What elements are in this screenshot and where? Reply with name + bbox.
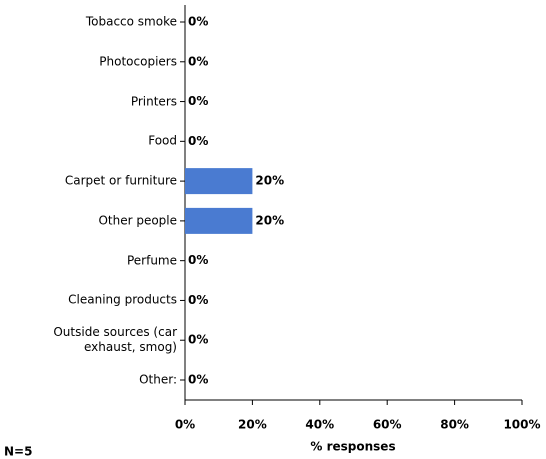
y-tick-label: Perfume xyxy=(126,253,177,268)
y-tick-label: Printers xyxy=(130,94,177,109)
x-tick-label: 100% xyxy=(503,418,540,432)
y-tick-label: Outside sources (car exhaust, smog) xyxy=(53,325,177,355)
value-label: 0% xyxy=(188,15,208,29)
value-label: 0% xyxy=(188,333,208,347)
y-tick-label: Cleaning products xyxy=(68,292,177,307)
note: N=5 xyxy=(4,445,32,459)
value-label: 0% xyxy=(188,134,208,148)
x-tick-label: 80% xyxy=(440,418,469,432)
x-tick-label: 20% xyxy=(238,418,267,432)
value-label: 0% xyxy=(188,94,208,108)
y-tick-label: Photocopiers xyxy=(99,54,177,69)
value-label: 20% xyxy=(255,213,284,227)
value-label: 0% xyxy=(188,293,208,307)
value-label: 0% xyxy=(188,253,208,267)
x-tick-label: 40% xyxy=(305,418,334,432)
bar xyxy=(185,168,253,195)
y-tick-label: Other: xyxy=(139,372,177,387)
y-tick-label: Tobacco smoke xyxy=(85,14,177,29)
y-tick-label: Carpet or furniture xyxy=(64,173,177,188)
bar xyxy=(185,207,253,234)
value-label: 20% xyxy=(255,174,284,188)
x-axis-label: % responses xyxy=(310,440,395,454)
y-tick-label: Other people xyxy=(98,213,177,228)
value-label: 0% xyxy=(188,373,208,387)
x-tick-label: 0% xyxy=(175,418,195,432)
y-tick-label: Food xyxy=(148,133,177,148)
x-tick-label: 60% xyxy=(373,418,402,432)
value-label: 0% xyxy=(188,54,208,68)
